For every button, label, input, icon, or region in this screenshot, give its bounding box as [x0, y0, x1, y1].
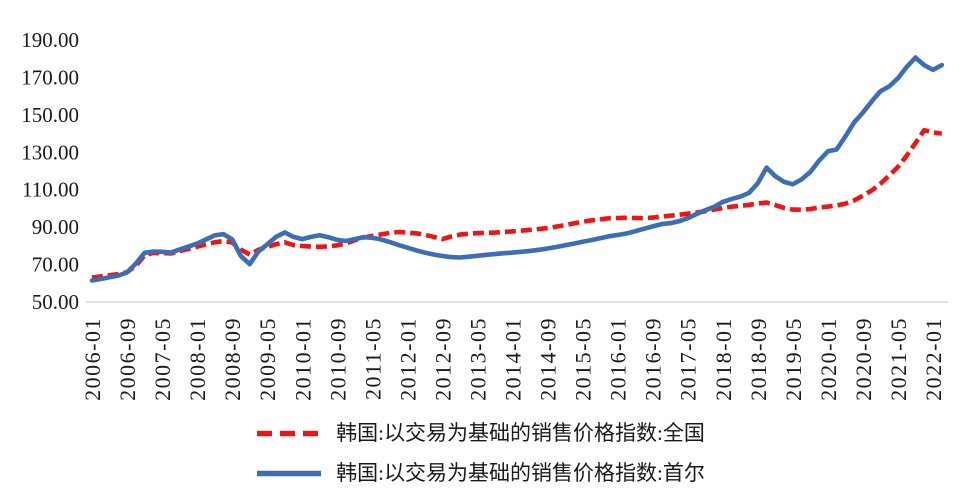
y-tick-label: 90.00: [32, 215, 79, 239]
seoul-series-line-swatch: [257, 470, 322, 477]
x-tick-label: 2018-01: [711, 317, 736, 401]
x-axis-labels: 2006-01 2006-09 2007-05 2008-01 2008-09 2009-…: [80, 317, 946, 401]
x-tick-label: 2018-09: [746, 317, 771, 401]
x-tick-label: 2016-09: [641, 317, 666, 401]
x-tick-label: 2008-01: [185, 317, 210, 401]
x-tick-label: 2009-05: [255, 317, 280, 401]
series-line-seoul: [89, 55, 945, 283]
x-tick-label: 2013-05: [466, 317, 491, 401]
x-tick-label: 2014-09: [536, 317, 561, 401]
chart-legend: 韩国:以交易为基础的销售价格指数:全国 韩国:以交易为基础的销售价格指数:首尔: [0, 410, 960, 485]
y-tick-label: 70.00: [32, 253, 79, 277]
x-tick-label: 2020-01: [816, 317, 841, 401]
x-tick-label: 2017-05: [676, 317, 701, 401]
y-tick-label: 150.00: [21, 103, 79, 127]
legend-label-seoul: 韩国:以交易为基础的销售价格指数:首尔: [336, 461, 705, 486]
x-tick-label: 2011-05: [360, 317, 385, 400]
legend-label-national: 韩国:以交易为基础的销售价格指数:全国: [336, 421, 705, 445]
x-tick-label: 2012-09: [430, 317, 455, 401]
y-tick-label: 190.00: [21, 28, 79, 52]
x-tick-label: 2012-01: [395, 317, 420, 401]
x-tick-label: 2010-09: [325, 317, 350, 401]
x-tick-label: 2016-01: [606, 317, 631, 401]
x-tick-label: 2021-05: [886, 317, 911, 401]
x-tick-label: 2014-01: [501, 317, 526, 401]
x-tick-label: 2022-01: [921, 317, 946, 401]
x-tick-label: 2008-09: [220, 317, 245, 401]
x-tick-label: 2015-05: [571, 317, 596, 401]
x-tick-label: 2020-09: [851, 317, 876, 401]
x-tick-label: 2006-09: [115, 317, 140, 401]
x-tick-label: 2007-05: [150, 317, 175, 401]
y-axis-labels: 190.00 170.00 150.00 130.00 110.00 90.00 70.00…: [21, 28, 79, 314]
y-tick-label: 170.00: [21, 65, 79, 89]
national-series-line-swatch: [257, 430, 322, 437]
y-tick-label: 110.00: [22, 178, 79, 202]
x-tick-label: 2019-05: [781, 317, 806, 401]
series-line-national: [91, 127, 943, 280]
y-tick-label: 50.00: [32, 290, 79, 314]
legend-item-seoul: 韩国:以交易为基础的销售价格指数:首尔: [255, 461, 705, 486]
x-tick-label: 2006-01: [80, 317, 105, 401]
price-index-line-chart: 190.00 170.00 150.00 130.00 110.00 90.00 70.00…: [21, 28, 948, 401]
x-tick-label: 2010-01: [290, 317, 315, 401]
legend-item-national: 韩国:以交易为基础的销售价格指数:全国: [255, 421, 705, 445]
y-tick-label: 130.00: [21, 140, 79, 164]
